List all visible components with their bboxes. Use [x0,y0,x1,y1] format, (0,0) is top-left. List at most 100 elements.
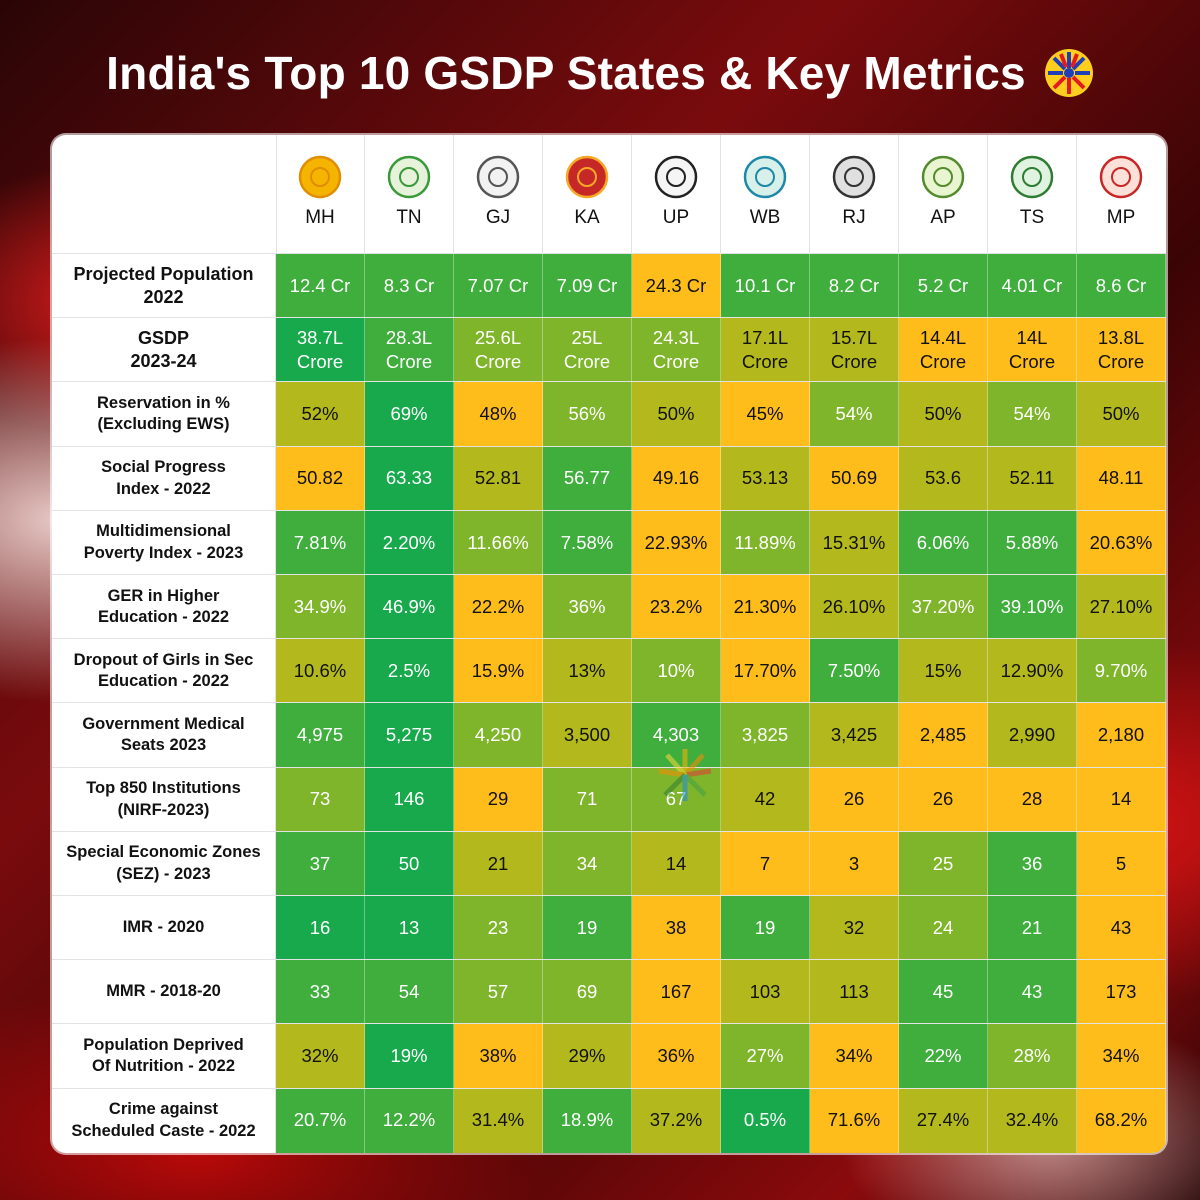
table-cell-up: 36% [632,1024,721,1089]
table-cell-mh: 32% [276,1024,365,1089]
table-cell-mh: 7.81% [276,510,365,575]
table-cell-wb: 11.89% [721,510,810,575]
table-cell-mh: 38.7L Crore [276,318,365,383]
table-cell-up: 24.3 Cr [632,254,721,318]
table-cell-mp: 8.6 Cr [1077,254,1166,318]
table-row: Crime against Scheduled Caste - 2022 20.7%… [52,1087,1166,1153]
table-cell-mh: 20.7% [276,1088,365,1153]
state-code-label: AP [930,207,956,228]
row-label: Population Deprived Of Nutrition - 2022 [52,1024,276,1089]
table-cell-ts: 12.90% [988,639,1077,704]
table-row: Multidimensional Poverty Index - 2023 7.81… [52,509,1166,575]
table-cell-ap: 14.4L Crore [899,318,988,383]
table-cell-ap: 37.20% [899,575,988,639]
table-cell-ap: 15% [899,639,988,704]
table-cell-ap: 26 [899,767,988,832]
state-emblem-icon [476,155,520,199]
table-cell-ap: 27.4% [899,1088,988,1153]
table-cell-up: 10% [632,639,721,704]
table-cell-gj: 23 [454,896,543,960]
table-cell-ka: 71 [543,767,632,832]
table-cell-wb: 7 [721,831,810,896]
row-label: GSDP 2023-24 [52,318,276,383]
table-cell-tn: 2.20% [365,510,454,575]
table-cell-ka: 56% [543,382,632,447]
title-bar: India's Top 10 GSDP States & Key Metrics [0,38,1200,108]
table-cell-gj: 57 [454,960,543,1025]
table-cell-rj: 54% [810,382,899,447]
table-cell-up: 50% [632,382,721,447]
table-cell-ka: 7.09 Cr [543,254,632,318]
table-cell-ap: 45 [899,960,988,1025]
table-row: MMR - 2018-20 33 54 57 69 167 103 113 45 43 173 [52,959,1166,1025]
row-label: Reservation in % (Excluding EWS) [52,382,276,447]
row-label: Special Economic Zones (SEZ) - 2023 [52,831,276,896]
state-code-label: MP [1106,207,1136,228]
table-cell-ka: 3,500 [543,703,632,768]
table-cell-gj: 15.9% [454,639,543,704]
state-code-label: UP [662,207,690,228]
table-cell-tn: 5,275 [365,703,454,768]
table-cell-ap: 6.06% [899,510,988,575]
table-cell-tn: 146 [365,767,454,832]
table-cell-ka: 69 [543,960,632,1025]
state-emblem-icon [387,155,431,199]
table-cell-rj: 3,425 [810,703,899,768]
table-cell-ts: 52.11 [988,446,1077,511]
row-label: Top 850 Institutions (NIRF-2023) [52,767,276,832]
page-title: India's Top 10 GSDP States & Key Metrics [106,47,1026,99]
table-cell-rj: 26.10% [810,575,899,639]
table-cell-gj: 29 [454,767,543,832]
table-cell-mp: 5 [1077,831,1166,896]
row-label: Projected Population 2022 [52,254,276,318]
row-label: Multidimensional Poverty Index - 2023 [52,510,276,575]
column-header-gj: GJ [454,135,543,253]
table-cell-rj: 50.69 [810,446,899,511]
header-corner [52,135,277,253]
table-cell-rj: 71.6% [810,1088,899,1153]
table-cell-up: 37.2% [632,1088,721,1153]
state-emblem-icon [921,155,965,199]
table-cell-rj: 7.50% [810,639,899,704]
table-cell-mp: 43 [1077,896,1166,960]
table-cell-ap: 2,485 [899,703,988,768]
table-cell-up: 167 [632,960,721,1025]
column-header-ap: AP [899,135,988,253]
table-cell-tn: 19% [365,1024,454,1089]
table-row: Population Deprived Of Nutrition - 2022 32… [52,1023,1166,1089]
table-cell-gj: 31.4% [454,1088,543,1153]
table-cell-mp: 50% [1077,382,1166,447]
table-cell-rj: 3 [810,831,899,896]
table-cell-mp: 9.70% [1077,639,1166,704]
table-cell-gj: 7.07 Cr [454,254,543,318]
table-cell-mh: 50.82 [276,446,365,511]
table-cell-rj: 15.7L Crore [810,318,899,383]
table-cell-mp: 13.8L Crore [1077,318,1166,383]
metrics-table: MH TN GJ KA UP WB RJ AP TS MP Projected Populatio… [52,135,1166,1153]
table-cell-tn: 2.5% [365,639,454,704]
table-cell-ts: 36 [988,831,1077,896]
table-cell-wb: 19 [721,896,810,960]
state-emblem-icon [832,155,876,199]
table-cell-mp: 34% [1077,1024,1166,1089]
table-cell-mp: 27.10% [1077,575,1166,639]
state-code-label: KA [574,207,600,228]
table-cell-ka: 29% [543,1024,632,1089]
state-emblem-icon [298,155,342,199]
table-cell-gj: 38% [454,1024,543,1089]
column-header-wb: WB [721,135,810,253]
table-cell-gj: 52.81 [454,446,543,511]
table-cell-ts: 2,990 [988,703,1077,768]
table-cell-tn: 13 [365,896,454,960]
state-code-label: WB [749,207,781,228]
table-cell-wb: 17.1L Crore [721,318,810,383]
column-header-ts: TS [988,135,1077,253]
table-cell-ap: 24 [899,896,988,960]
column-header-mh: MH [276,135,365,253]
table-cell-mh: 52% [276,382,365,447]
table-cell-wb: 17.70% [721,639,810,704]
table-row: Special Economic Zones (SEZ) - 2023 37 50 21… [52,830,1166,896]
table-cell-mh: 10.6% [276,639,365,704]
table-cell-gj: 48% [454,382,543,447]
table-cell-ap: 53.6 [899,446,988,511]
